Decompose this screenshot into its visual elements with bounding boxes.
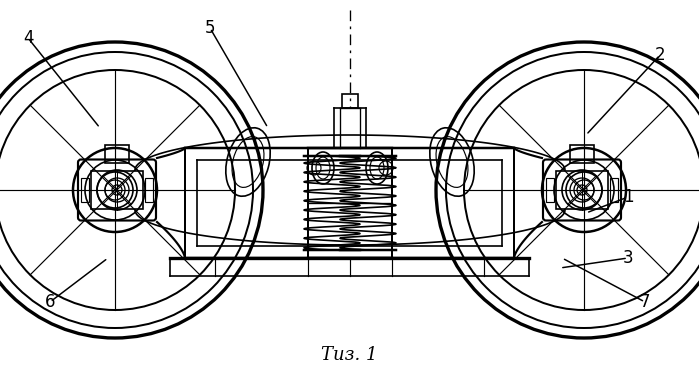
Bar <box>81 178 89 202</box>
Bar <box>342 94 358 108</box>
Text: 6: 6 <box>45 293 55 311</box>
Text: 1: 1 <box>623 188 633 206</box>
Bar <box>105 144 129 163</box>
Bar <box>546 178 554 202</box>
Text: 3: 3 <box>623 249 633 267</box>
Text: 7: 7 <box>640 293 650 311</box>
Text: 5: 5 <box>205 19 215 37</box>
Bar <box>556 171 608 209</box>
Text: 4: 4 <box>23 29 34 47</box>
Bar <box>610 178 618 202</box>
Bar <box>91 171 143 209</box>
Bar <box>570 144 594 163</box>
Bar <box>145 178 153 202</box>
Text: Τиз. 1: Τиз. 1 <box>321 346 377 364</box>
Text: 2: 2 <box>655 46 665 64</box>
